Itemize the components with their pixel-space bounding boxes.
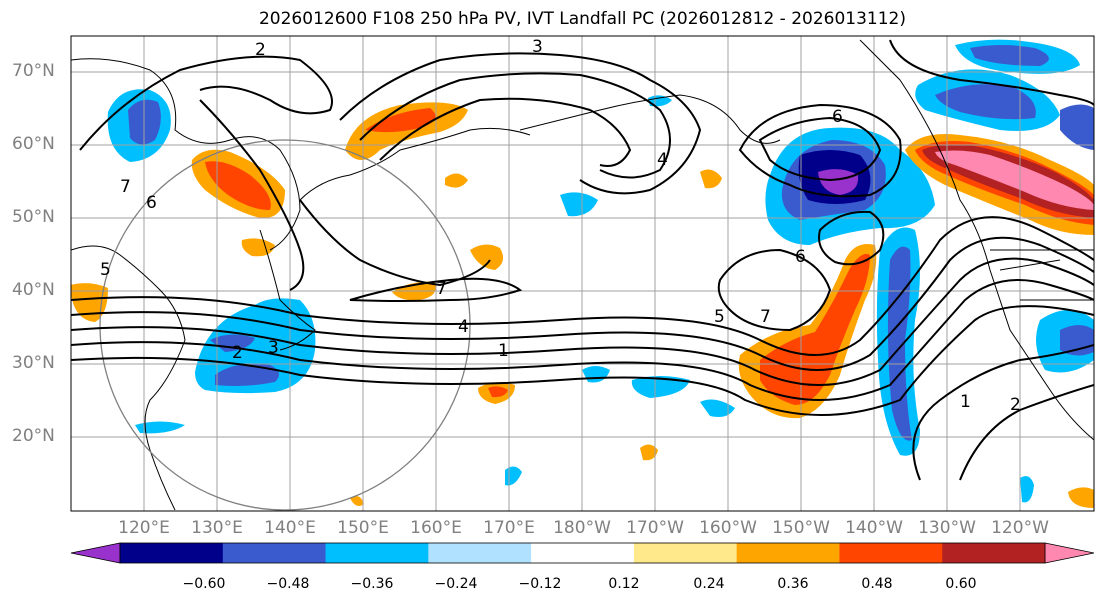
colorbar-tick: −0.60 <box>182 576 226 592</box>
colorbar-swatch <box>633 543 738 563</box>
contour-label: 2 <box>1010 395 1021 415</box>
colorbar-tick: 0.12 <box>608 576 640 592</box>
colorbar-swatch <box>222 543 327 563</box>
contour-label: 6 <box>146 193 157 213</box>
contour-label: 3 <box>532 37 543 57</box>
lon-label: 170°W <box>626 518 684 538</box>
lon-label: 150°E <box>337 518 389 538</box>
colorbar-tick: −0.12 <box>518 576 562 592</box>
lat-label: 30°N <box>12 353 55 373</box>
lon-label: 120°E <box>118 518 170 538</box>
lon-label: 160°E <box>410 518 462 538</box>
contour-label: 7 <box>760 307 771 327</box>
colorbar-tick: 0.24 <box>693 576 725 592</box>
colorbar-swatch <box>428 543 532 563</box>
colorbar-extend-right <box>1044 542 1095 564</box>
range-circle <box>99 139 471 511</box>
lon-label: 130°E <box>191 518 243 538</box>
colorbar-swatch <box>736 543 840 563</box>
contour-label: 6 <box>832 107 843 127</box>
colorbar-tick: 0.60 <box>945 576 977 592</box>
lon-label: 140°W <box>845 518 903 538</box>
lon-label: 160°W <box>699 518 757 538</box>
colorbar-tick: −0.24 <box>434 576 478 592</box>
colorbar-swatch <box>325 543 429 563</box>
colorbar-tick: 0.36 <box>777 576 809 592</box>
contour-label: 4 <box>458 317 469 337</box>
contour-label: 5 <box>100 260 111 280</box>
lat-label: 50°N <box>12 207 55 227</box>
contour-label: 4 <box>657 150 668 170</box>
contour-labels: 3 2 7 6 5 2 3 4 1 7 4 6 6 5 7 1 2 <box>100 37 1021 415</box>
colorbar-tick: −0.36 <box>350 576 394 592</box>
colorbar-swatch <box>839 543 943 563</box>
colorbar-tick: 0.48 <box>861 576 893 592</box>
colorbar-extend-left <box>70 542 121 564</box>
contour-label: 3 <box>268 338 279 358</box>
lat-label: 70°N <box>12 61 55 81</box>
coastlines <box>71 39 1094 511</box>
contour-label: 5 <box>714 307 725 327</box>
lon-label: 120°W <box>991 518 1049 538</box>
lon-label: 170°E <box>483 518 535 538</box>
colorbar-swatch <box>120 543 224 563</box>
lat-label: 40°N <box>12 280 55 300</box>
lon-label: 140°E <box>264 518 316 538</box>
contour-label: 2 <box>232 343 243 363</box>
lat-label: 60°N <box>12 134 55 154</box>
colorbar-tick: −0.48 <box>266 576 310 592</box>
contour-label: 1 <box>960 392 971 412</box>
map-frame <box>70 35 1095 512</box>
contour-label: 7 <box>120 177 131 197</box>
contours <box>71 39 1094 481</box>
lat-label: 20°N <box>12 426 55 446</box>
lon-label: 180°W <box>553 518 611 538</box>
map-title: 2026012600 F108 250 hPa PV, IVT Landfall… <box>258 9 906 29</box>
contour-label: 6 <box>795 247 806 267</box>
contour-label: 2 <box>255 40 266 60</box>
contour-label: 7 <box>436 279 447 299</box>
lon-label: 130°W <box>918 518 976 538</box>
contour-label: 1 <box>498 341 509 361</box>
lon-label: 150°W <box>772 518 830 538</box>
colorbar-swatch <box>531 543 635 563</box>
colorbar <box>70 542 1095 564</box>
colorbar-frame <box>119 542 1046 564</box>
colorbar-swatch <box>942 543 1046 563</box>
